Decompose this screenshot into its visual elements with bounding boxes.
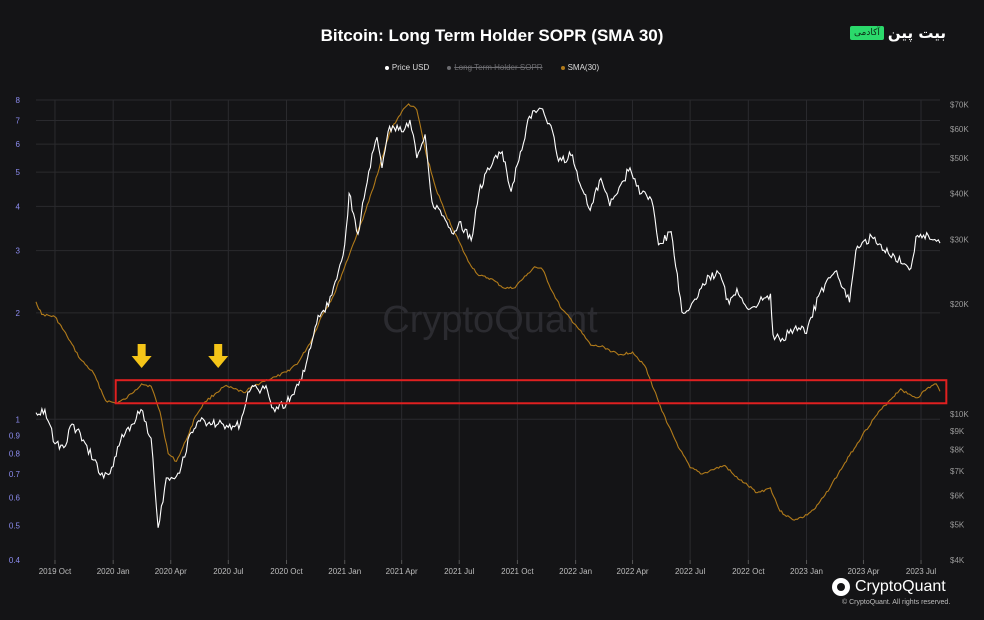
right-tick-label: $40K — [950, 190, 969, 199]
right-tick-label: $60K — [950, 125, 969, 134]
left-tick-label: 8 — [16, 96, 21, 105]
legend-label-price: Price USD — [391, 63, 430, 72]
right-tick-label: $5K — [950, 520, 965, 529]
legend-label-lth-sopr: Long Term Holder SOPR — [454, 63, 543, 72]
grid-lines — [36, 99, 940, 560]
right-tick-label: $30K — [950, 235, 969, 244]
series-line-price — [35, 107, 941, 528]
left-tick-label: 6 — [16, 140, 21, 149]
right-tick-label: $8K — [950, 446, 965, 455]
right-axis: $70K $60K $50K $40K $30K $20K $10K $9K $8K $7K $6K… — [950, 100, 969, 565]
x-tick-label: 2020 Jul — [213, 567, 243, 576]
legend-item-sma[interactable]: SMA(30) — [560, 63, 600, 72]
x-tick-label: 2019 Oct — [39, 567, 72, 576]
x-tick-label: 2022 Jan — [559, 567, 592, 576]
left-tick-label: 4 — [16, 202, 21, 211]
left-tick-label: 2 — [16, 309, 21, 318]
x-tick-label: 2023 Jul — [906, 567, 936, 576]
legend-dot-icon — [560, 65, 565, 70]
x-tick-label: 2022 Apr — [617, 567, 649, 576]
x-tick-label: 2021 Oct — [501, 567, 534, 576]
series-line-sma — [35, 103, 941, 521]
left-tick-label: 0.7 — [9, 470, 21, 479]
watermark: CryptoQuant — [382, 299, 598, 341]
down-arrow-icon — [131, 344, 152, 368]
left-axis: 8 7 6 5 4 3 2 1 0.9 0.8 0.7 0.6 0.5 0.4 — [9, 96, 21, 565]
down-arrow-icon — [208, 344, 229, 368]
legend-label-sma: SMA(30) — [567, 63, 600, 72]
brand-badge: آکادمی — [850, 26, 884, 40]
brand-logo: آکادمی بیت پین — [850, 24, 946, 42]
x-tick-label: 2020 Jan — [97, 567, 130, 576]
x-tick-label: 2021 Jul — [444, 567, 474, 576]
right-tick-label: $7K — [950, 467, 965, 476]
cryptoquant-logo-text: CryptoQuant — [855, 578, 946, 595]
brand-name: بیت پین — [887, 24, 946, 42]
annotations — [114, 344, 948, 405]
highlight-box — [114, 379, 948, 405]
left-tick-label: 0.5 — [9, 522, 21, 531]
left-tick-label: 3 — [16, 247, 21, 256]
legend-item-lth-sopr[interactable]: Long Term Holder SOPR — [447, 63, 543, 72]
left-tick-label: 7 — [16, 117, 21, 126]
x-axis: 2019 Oct 2020 Jan 2020 Apr 2020 Jul 2020 Oct… — [39, 560, 936, 576]
cryptoquant-logo: CryptoQuant — [832, 578, 946, 596]
x-tick-label: 2021 Jan — [328, 567, 361, 576]
left-tick-label: 0.6 — [9, 494, 21, 503]
right-tick-label: $6K — [950, 491, 965, 500]
right-tick-label: $50K — [950, 154, 969, 163]
right-tick-label: $20K — [950, 300, 969, 309]
left-tick-label: 1 — [16, 415, 21, 424]
left-tick-label: 0.8 — [9, 450, 21, 459]
chart-title: Bitcoin: Long Term Holder SOPR (SMA 30) — [320, 26, 664, 45]
left-tick-label: 0.9 — [9, 431, 21, 440]
right-tick-label: $9K — [950, 427, 965, 436]
right-tick-label: $70K — [950, 100, 969, 109]
x-tick-label: 2022 Jul — [675, 567, 705, 576]
right-tick-label: $10K — [950, 410, 969, 419]
right-tick-label: $4K — [950, 556, 965, 565]
x-tick-label: 2023 Jan — [790, 567, 823, 576]
legend-dot-icon — [447, 65, 452, 70]
legend-dot-icon — [384, 65, 389, 70]
x-tick-label: 2020 Apr — [155, 567, 187, 576]
legend-item-price[interactable]: Price USD — [384, 63, 430, 72]
chart-legend: Price USD Long Term Holder SOPR SMA(30) — [0, 63, 984, 72]
x-tick-label: 2020 Oct — [270, 567, 303, 576]
left-tick-label: 0.4 — [9, 556, 21, 565]
left-tick-label: 5 — [16, 168, 21, 177]
x-tick-label: 2023 Apr — [847, 567, 879, 576]
cryptoquant-icon — [832, 578, 850, 596]
x-tick-label: 2021 Apr — [386, 567, 418, 576]
copyright-text: © CryptoQuant. All rights reserved. — [842, 599, 951, 606]
x-tick-label: 2022 Oct — [732, 567, 765, 576]
